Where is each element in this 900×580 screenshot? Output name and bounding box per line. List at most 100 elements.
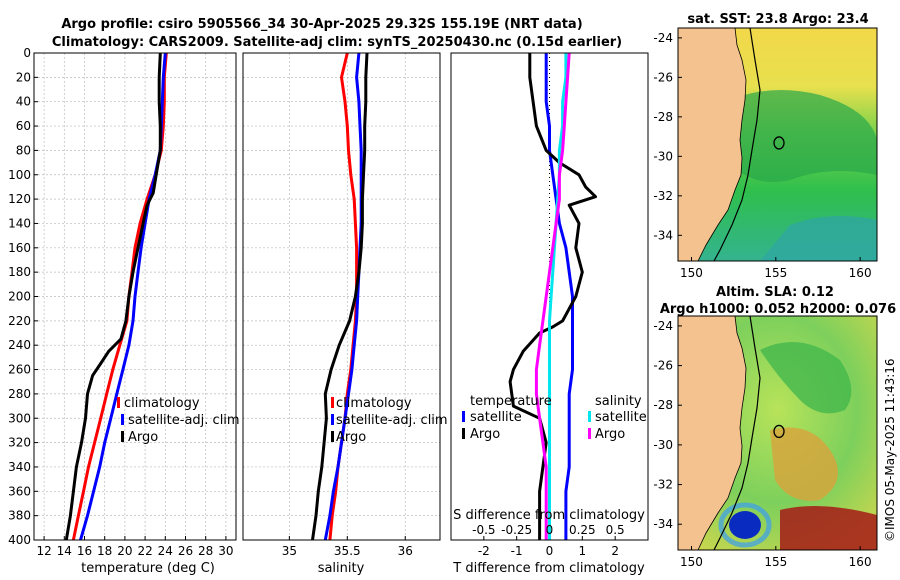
x-tick-label: 1 <box>579 544 587 558</box>
map-y-tick-label: -26 <box>653 359 673 373</box>
sla-map-title-line2: Argo h1000: 0.052 h2000: 0.076 <box>660 302 896 317</box>
series-line-salinity-satellite <box>548 53 568 540</box>
map-x-tick-label: 160 <box>849 555 872 569</box>
temperature-x-ticks: 12 14 16 18 20 22 24 26 28 30 <box>36 536 234 558</box>
sla-low-eddy <box>729 511 761 539</box>
legend-label-satellite: satellite-adj. clim <box>128 413 240 428</box>
map-y-tick-label: -24 <box>653 319 673 333</box>
legend-title-temperature: temperature <box>470 394 552 409</box>
sst-argo-marker <box>773 136 785 150</box>
sla-green-eddy <box>760 342 852 414</box>
x-tick-label: -1 <box>511 544 523 558</box>
y-tick-label: 300 <box>8 411 31 425</box>
series-line-temperature-argo <box>508 53 597 540</box>
y-tick-label: 320 <box>8 436 31 450</box>
legend-label-argo: Argo <box>336 430 366 445</box>
sla-shelf-contour <box>713 316 761 550</box>
series-line-argo <box>311 53 369 540</box>
x-tick-label: 20 <box>117 544 132 558</box>
series-line-salinity-argo <box>534 53 571 540</box>
legend-label-climatology: climatology <box>336 396 412 411</box>
difference-x-ticks: -2 -1 0 1 2 <box>478 536 619 558</box>
legend-title-salinity: salinity <box>595 394 642 409</box>
temperature-panel: 0 20 40 60 80 100 120 140 160 180 200 220 240 260 280 3… <box>8 46 240 576</box>
legend-swatch-argo <box>121 431 124 442</box>
x-tick-label: 16 <box>77 544 92 558</box>
temperature-legend: climatology satellite-adj. clim Argo <box>117 396 240 445</box>
x-tick-label: -2 <box>478 544 490 558</box>
salinity-xlabel: salinity <box>318 561 365 576</box>
temperature-y-ticks: 0 20 40 60 80 100 120 140 160 180 200 220 240 260 280 3… <box>8 46 38 547</box>
y-tick-label: 260 <box>8 363 31 377</box>
map-x-tick-label: 150 <box>680 555 703 569</box>
legend-swatch-argo <box>331 431 334 442</box>
difference-panel: -2 -1 0 1 2 T difference from climatology S … <box>450 52 649 576</box>
map-y-tick-label: -28 <box>653 110 673 124</box>
legend-swatch-satellite <box>331 414 334 425</box>
x-tick-label: 0 <box>546 544 554 558</box>
legend-label-satellite: satellite-adj. clim <box>336 413 448 428</box>
figure-title-line2: Climatology: CARS2009. Satellite-adj cli… <box>52 35 622 50</box>
x-tick-label: 14 <box>57 544 72 558</box>
sla-map-panel: Altim. SLA: 0.12 Argo h1000: 0.052 h2000… <box>653 285 896 569</box>
copyright-stamp: ©IMOS 05-May-2025 11:43:16 <box>883 358 897 542</box>
sla-coastline <box>697 316 747 550</box>
sst-cool-patch <box>710 90 877 182</box>
temperature-gridlines <box>34 52 236 541</box>
argo-position-circle <box>773 424 785 439</box>
x-tick-label: 28 <box>198 544 213 558</box>
difference-frame <box>450 52 649 541</box>
y-tick-label: 20 <box>16 70 31 84</box>
s-tick-label: 0.25 <box>569 523 596 537</box>
sst-shelf-contour <box>713 28 761 261</box>
map-y-tick-label: -26 <box>653 70 673 84</box>
legend-swatch-temp-argo <box>462 428 465 439</box>
sst-land <box>678 28 746 261</box>
temperature-frame <box>33 52 237 541</box>
map-y-tick-label: -30 <box>653 149 673 163</box>
sla-warm-eddy <box>770 427 838 501</box>
x-tick-label: 35.5 <box>334 544 361 558</box>
y-tick-label: 400 <box>8 533 31 547</box>
y-tick-label: 360 <box>8 484 31 498</box>
y-tick-label: 0 <box>23 46 31 60</box>
map-y-tick-label: -24 <box>653 31 673 45</box>
map-y-tick-label: -34 <box>653 517 673 531</box>
y-tick-label: 60 <box>16 119 31 133</box>
x-tick-label: 30 <box>218 544 233 558</box>
temperature-xlabel: temperature (deg C) <box>81 561 215 576</box>
x-tick-label: 24 <box>158 544 173 558</box>
y-tick-label: 160 <box>8 241 31 255</box>
s-tick-label: 0 <box>546 523 554 537</box>
legend-swatch-sal-satellite <box>588 411 591 422</box>
x-tick-label: 12 <box>36 544 51 558</box>
map-y-tick-label: -34 <box>653 228 673 242</box>
difference-legend: temperature salinity satellite Argo sate… <box>462 394 647 442</box>
sst-map-title: sat. SST: 23.8 Argo: 23.4 <box>687 12 868 27</box>
map-x-tick-label: 155 <box>764 555 787 569</box>
sla-map-title-line1: Altim. SLA: 0.12 <box>716 285 834 300</box>
series-line-argo <box>64 53 162 540</box>
sst-map-panel: sat. SST: 23.8 Argo: 23.4 150 155 160 -24 -2… <box>653 12 878 280</box>
legend-label-sal-satellite: satellite <box>595 410 647 425</box>
x-tick-label: 36 <box>398 544 413 558</box>
salinity-legend: climatology satellite-adj. clim Argo <box>331 396 448 445</box>
y-tick-label: 100 <box>8 168 31 182</box>
legend-label-temp-satellite: satellite <box>470 410 522 425</box>
temperature-series <box>64 53 168 540</box>
legend-label-climatology: climatology <box>124 396 200 411</box>
map-y-tick-label: -30 <box>653 438 673 452</box>
legend-swatch-satellite <box>121 414 124 425</box>
argo-position-circle <box>773 136 785 150</box>
x-tick-label: 2 <box>611 544 619 558</box>
y-tick-label: 120 <box>8 192 31 206</box>
legend-swatch-temp-satellite <box>462 411 465 422</box>
map-y-tick-label: -28 <box>653 398 673 412</box>
sla-high-eddy <box>780 506 877 550</box>
map-y-tick-label: -32 <box>653 478 673 492</box>
sla-low-eddy-ring <box>718 502 772 548</box>
figure-title-line1: Argo profile: csiro 5905566_34 30-Apr-20… <box>61 17 582 32</box>
map-y-tick-label: -32 <box>653 189 673 203</box>
sla-argo-marker <box>773 424 785 439</box>
map-x-tick-label: 160 <box>849 266 872 280</box>
